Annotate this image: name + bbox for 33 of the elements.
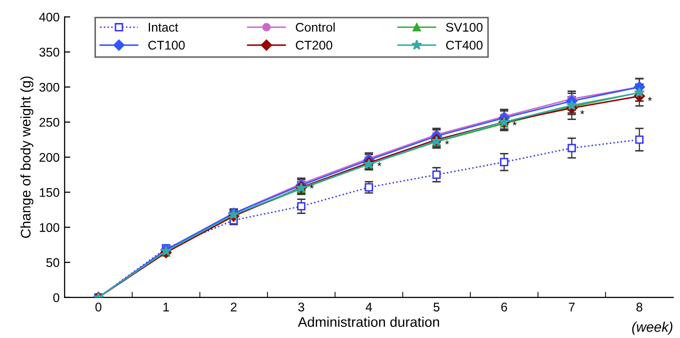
- x-tick-label: 5: [434, 302, 440, 312]
- y-tick-label: 50: [46, 258, 60, 268]
- x-tick-label: 7: [568, 302, 575, 312]
- y-tick-label: 100: [40, 223, 60, 232]
- legend-label: CT400: [446, 40, 483, 50]
- y-tick-label: 300: [39, 82, 60, 92]
- x-tick-label: 3: [298, 302, 304, 312]
- y-tick-label: 350: [39, 48, 60, 57]
- y-tick-label: 200: [40, 152, 60, 162]
- legend-label: CT200: [296, 40, 332, 50]
- legend-label: Intact: [148, 23, 178, 32]
- y-tick-label: 150: [40, 188, 60, 197]
- y-tick-label: 400: [39, 12, 60, 22]
- annotation: *: [377, 162, 382, 166]
- annotation: *: [445, 140, 450, 144]
- x-axis-title: Administration duration: [298, 316, 440, 327]
- y-axis-title: Change of body weight (g): [20, 76, 34, 238]
- text: (week): [632, 322, 672, 335]
- y-tick-label: 0: [53, 293, 60, 302]
- annotation: *: [310, 184, 314, 188]
- annotation: *: [648, 96, 652, 101]
- x-tick-label: 2: [230, 302, 237, 312]
- x-tick-label: 0: [95, 302, 102, 312]
- x-tick-label: 1: [164, 302, 169, 312]
- annotation: *: [580, 110, 584, 114]
- x-tick-label: 6: [501, 302, 508, 312]
- legend-label: CT100: [148, 40, 185, 50]
- y-tick-label: 250: [40, 118, 60, 127]
- annotation: *: [512, 121, 517, 126]
- x-tick-label: 8: [636, 302, 642, 312]
- legend-label: SV100: [446, 22, 483, 32]
- legend-label: Control: [296, 22, 335, 32]
- x-tick-label: 4: [366, 302, 372, 312]
